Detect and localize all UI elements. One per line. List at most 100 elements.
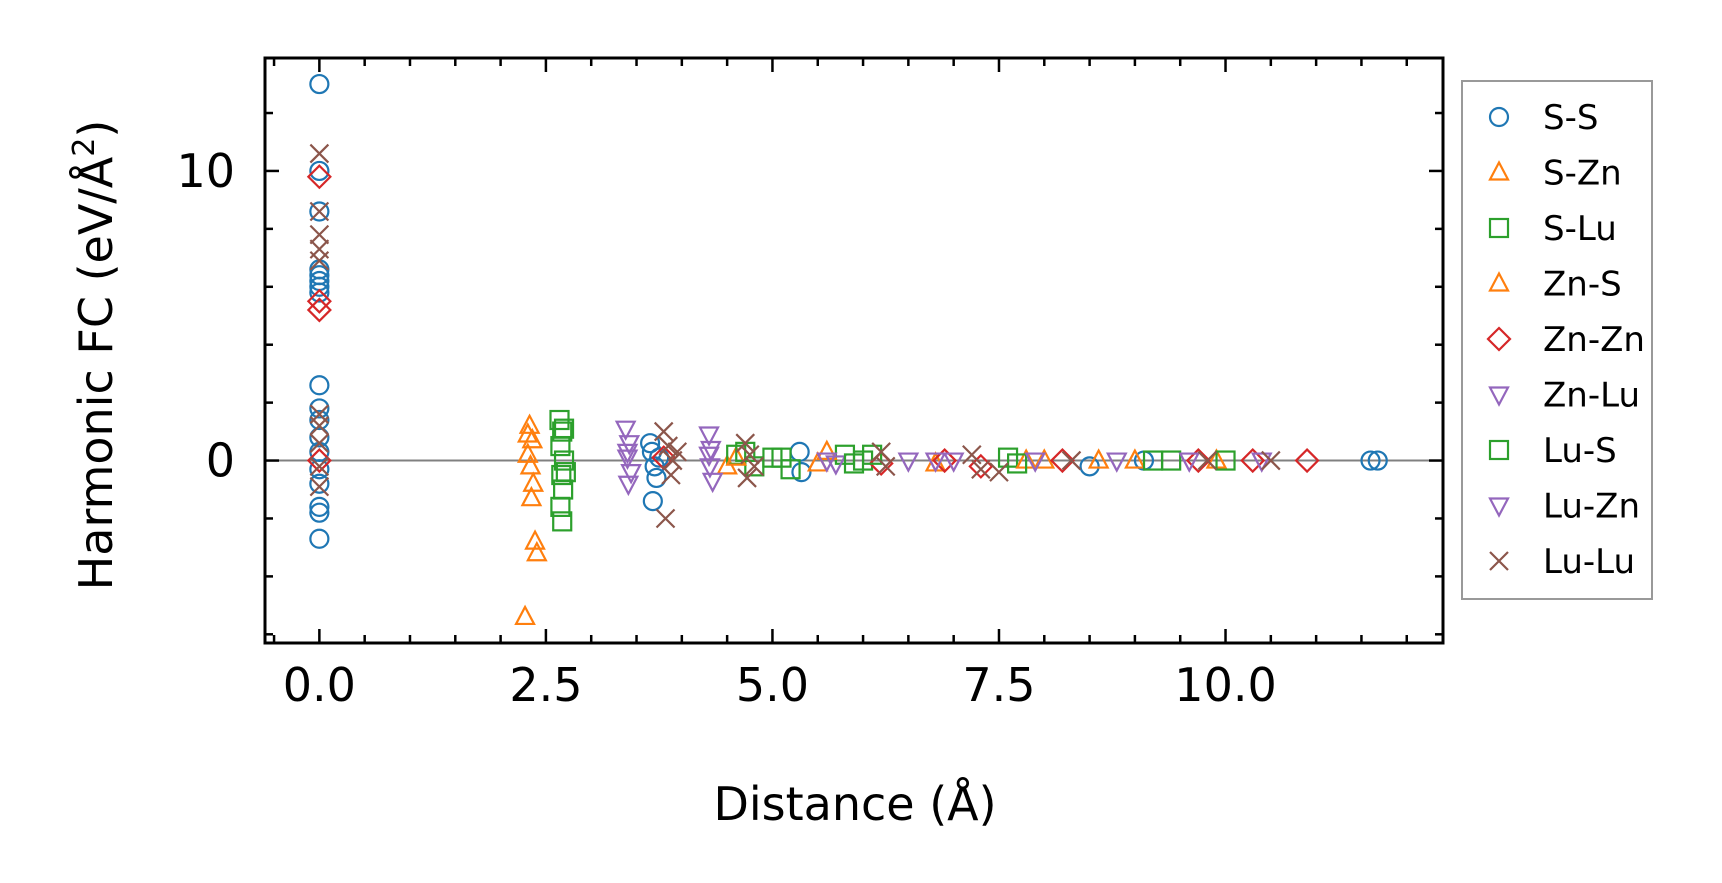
series-lu-lu bbox=[309, 143, 1281, 529]
data-point-s-lu bbox=[552, 511, 573, 532]
legend-marker bbox=[1489, 551, 1509, 571]
data-point-zn-zn bbox=[1185, 447, 1211, 474]
data-point-s-zn bbox=[1124, 448, 1146, 469]
data-point-s-s bbox=[1360, 450, 1381, 471]
data-point-zn-lu bbox=[701, 472, 724, 494]
data-point-zn-s bbox=[1087, 448, 1110, 469]
data-point-s-zn bbox=[521, 427, 544, 449]
data-point-zn-lu bbox=[616, 449, 639, 471]
legend-marker bbox=[1486, 326, 1512, 352]
data-point-lu-s bbox=[862, 444, 883, 465]
data-point-zn-lu bbox=[699, 458, 721, 479]
legend-item-s-zn: S-Zn bbox=[1488, 154, 1622, 194]
data-point-zn-zn bbox=[1240, 447, 1266, 474]
legend-marker bbox=[1488, 386, 1510, 407]
data-point-lu-lu bbox=[740, 444, 760, 465]
data-point-lu-lu bbox=[309, 224, 330, 245]
data-point-lu-zn bbox=[616, 443, 639, 465]
data-point-lu-zn bbox=[1024, 452, 1047, 473]
legend-label: Zn-Zn bbox=[1543, 320, 1645, 360]
legend-label: Lu-Zn bbox=[1543, 487, 1640, 527]
data-point-zn-zn bbox=[932, 447, 958, 474]
legend-label: S-Lu bbox=[1543, 209, 1617, 249]
data-point-lu-zn bbox=[698, 446, 720, 468]
data-point-lu-zn bbox=[924, 452, 947, 473]
data-point-s-lu bbox=[550, 496, 571, 517]
series-lu-zn bbox=[616, 443, 1201, 473]
data-point-s-s bbox=[649, 447, 670, 468]
plot-frame bbox=[263, 56, 1445, 645]
data-point-s-zn bbox=[526, 540, 548, 562]
data-point-s-s bbox=[646, 467, 667, 489]
data-point-lu-lu bbox=[875, 456, 896, 477]
y-axis-label: Harmonic FC (eV/Å2) bbox=[67, 120, 123, 591]
data-point-lu-lu bbox=[871, 442, 891, 462]
data-point-s-s bbox=[1367, 450, 1388, 471]
data-point-zn-lu bbox=[942, 452, 965, 473]
data-point-s-s bbox=[309, 398, 330, 419]
data-point-lu-lu bbox=[1261, 450, 1281, 471]
legend: S-S S-Zn S-Lu Zn-S Zn-Zn Zn-Lu Lu-S Lu-Zn Lu-Lu bbox=[1461, 80, 1653, 600]
data-point-lu-s bbox=[1142, 450, 1164, 471]
data-point-s-s bbox=[309, 282, 330, 303]
legend-item-s-s: S-S bbox=[1488, 98, 1598, 138]
legend-label: Zn-S bbox=[1543, 265, 1622, 305]
data-point-lu-lu bbox=[667, 442, 688, 462]
data-point-lu-lu bbox=[658, 436, 679, 456]
legend-label: Zn-Lu bbox=[1543, 376, 1640, 416]
data-point-s-s bbox=[791, 462, 812, 483]
legend-item-lu-s: Lu-S bbox=[1488, 431, 1617, 471]
data-point-s-zn bbox=[520, 485, 543, 507]
data-point-s-s bbox=[309, 160, 330, 182]
axis-ticks: 0.0 2.5 5.0 7.5 10.0 0 10 bbox=[176, 58, 1443, 712]
plot-area bbox=[265, 58, 1443, 643]
data-point-lu-lu bbox=[309, 143, 330, 164]
data-point-lu-s bbox=[553, 418, 575, 439]
y-tick-label: 10 bbox=[176, 144, 235, 198]
data-point-lu-lu bbox=[737, 468, 757, 488]
data-point-lu-s bbox=[555, 462, 576, 483]
data-point-s-s bbox=[309, 375, 330, 396]
x-axis-label: Distance (Å) bbox=[713, 777, 996, 831]
series-s-lu bbox=[549, 409, 1182, 532]
data-point-lu-lu bbox=[1061, 450, 1082, 471]
legend-item-zn-lu: Zn-Lu bbox=[1488, 376, 1640, 416]
data-point-zn-lu bbox=[897, 452, 920, 473]
data-point-lu-zn bbox=[815, 452, 838, 473]
data-point-zn-zn bbox=[306, 447, 332, 474]
data-point-lu-lu bbox=[661, 465, 681, 485]
x-tick-label: 10.0 bbox=[1174, 658, 1276, 712]
data-point-s-s bbox=[642, 490, 663, 512]
data-point-lu-lu bbox=[655, 508, 676, 529]
data-point-zn-lu bbox=[1250, 452, 1273, 473]
legend-marker bbox=[1488, 217, 1510, 239]
data-point-lu-lu bbox=[309, 201, 330, 222]
data-point-s-s bbox=[309, 73, 330, 95]
data-point-zn-zn bbox=[306, 288, 332, 314]
data-point-s-lu bbox=[552, 421, 573, 442]
data-point-lu-lu bbox=[309, 476, 330, 497]
data-point-lu-lu bbox=[309, 250, 330, 271]
data-point-zn-lu bbox=[698, 426, 720, 447]
data-point-zn-zn bbox=[1049, 447, 1075, 474]
legend-item-lu-lu: Lu-Lu bbox=[1489, 542, 1635, 582]
legend-marker bbox=[1488, 106, 1510, 128]
data-point-lu-lu bbox=[744, 456, 765, 477]
data-point-zn-s bbox=[815, 439, 838, 460]
data-point-s-s bbox=[309, 496, 330, 517]
data-point-s-s bbox=[309, 427, 330, 448]
data-point-s-lu bbox=[553, 450, 575, 471]
data-point-zn-lu bbox=[620, 464, 642, 485]
data-point-s-zn bbox=[519, 453, 542, 475]
data-point-s-s bbox=[309, 459, 330, 480]
legend-item-lu-zn: Lu-Zn bbox=[1488, 487, 1640, 527]
legend-box bbox=[1461, 80, 1653, 600]
data-point-zn-lu bbox=[614, 420, 637, 442]
data-point-lu-lu bbox=[1197, 450, 1218, 471]
data-point-lu-lu bbox=[735, 433, 756, 453]
legend-label: Lu-Lu bbox=[1543, 542, 1635, 582]
data-point-lu-lu bbox=[309, 456, 330, 477]
data-point-zn-lu bbox=[825, 455, 847, 476]
legend-marker bbox=[1488, 497, 1510, 518]
data-point-zn-zn bbox=[306, 164, 332, 190]
